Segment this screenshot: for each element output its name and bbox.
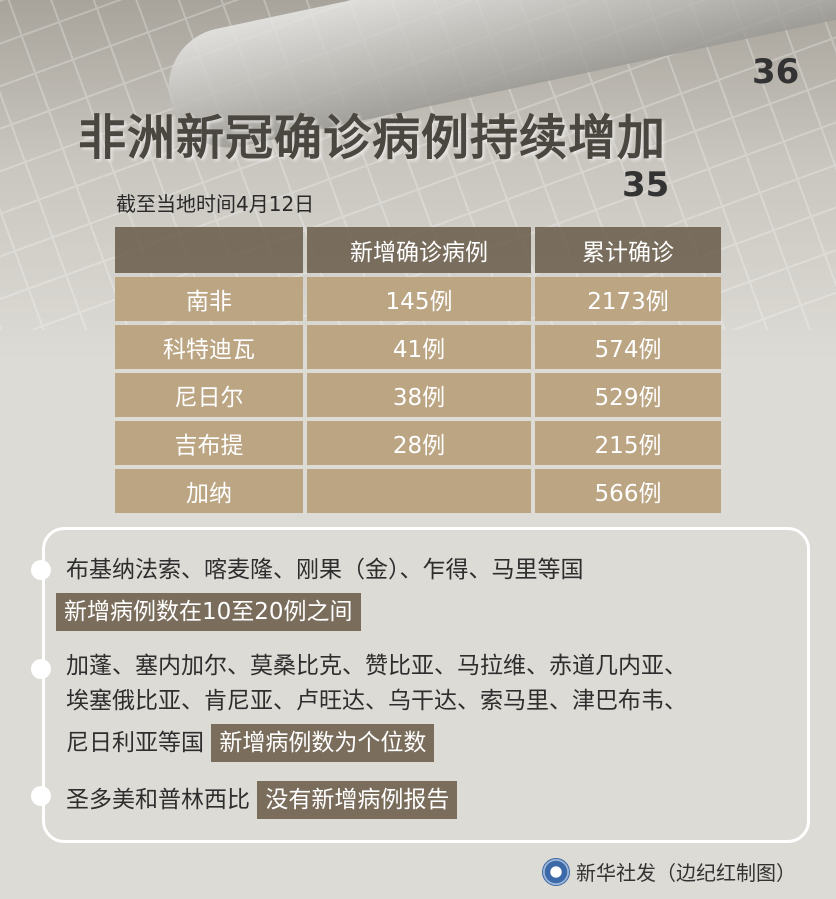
bullet-dot [31, 659, 51, 679]
country-cell: 吉布提 [115, 421, 303, 465]
note-highlight: 新增病例数在10至20例之间 [56, 593, 361, 631]
new-cases-cell: 145例 [307, 277, 531, 321]
new-cases-cell [307, 469, 531, 513]
bullet-dot [31, 786, 51, 806]
total-cases-cell: 566例 [535, 469, 721, 513]
table-row: 尼日尔 38例 529例 [115, 373, 721, 417]
bullet-dot [31, 560, 51, 580]
notes-box [42, 527, 810, 843]
total-cases-cell: 574例 [535, 325, 721, 369]
country-cell: 科特迪瓦 [115, 325, 303, 369]
country-cell: 尼日尔 [115, 373, 303, 417]
new-cases-cell: 41例 [307, 325, 531, 369]
new-cases-cell: 38例 [307, 373, 531, 417]
total-cases-cell: 2173例 [535, 277, 721, 321]
table-row: 南非 145例 2173例 [115, 277, 721, 321]
table-row: 吉布提 28例 215例 [115, 421, 721, 465]
cases-table: 新增确诊病例 累计确诊 南非 145例 2173例 科特迪瓦 41例 574例 尼日尔 3… [111, 223, 725, 517]
note-text: 布基纳法索、喀麦隆、刚果（金）、乍得、马里等国 [66, 557, 584, 583]
credit: 新华社发（边纪红制图） [542, 857, 796, 886]
total-cases-cell: 529例 [535, 373, 721, 417]
column-header: 新增确诊病例 [307, 227, 531, 273]
total-cases-cell: 215例 [535, 421, 721, 465]
country-cell: 南非 [115, 277, 303, 321]
new-cases-cell: 28例 [307, 421, 531, 465]
table-row: 加纳 566例 [115, 469, 721, 513]
date-subtitle: 截至当地时间4月12日 [116, 192, 315, 216]
page-title: 非洲新冠确诊病例持续增加 [78, 110, 667, 166]
column-header [115, 227, 303, 273]
note-text: 圣多美和普林西比 [66, 787, 250, 813]
table-header-row: 新增确诊病例 累计确诊 [115, 227, 721, 273]
thermometer-number: 35 [622, 165, 670, 205]
note-text: 加蓬、塞内加尔、莫桑比克、赞比亚、马拉维、赤道几内亚、 [66, 653, 687, 679]
country-cell: 加纳 [115, 469, 303, 513]
note-highlight: 没有新增病例报告 [257, 781, 458, 819]
note-text: 埃塞俄比亚、肯尼亚、卢旺达、乌干达、索马里、津巴布韦、 [66, 688, 687, 714]
note-highlight: 新增病例数为个位数 [211, 724, 435, 762]
table-row: 科特迪瓦 41例 574例 [115, 325, 721, 369]
note-text: 尼日利亚等国 [66, 730, 204, 756]
xinhua-logo-icon [542, 857, 570, 886]
credit-text: 新华社发（边纪红制图） [576, 861, 796, 885]
column-header: 累计确诊 [535, 227, 721, 273]
thermometer-number: 36 [752, 52, 800, 92]
